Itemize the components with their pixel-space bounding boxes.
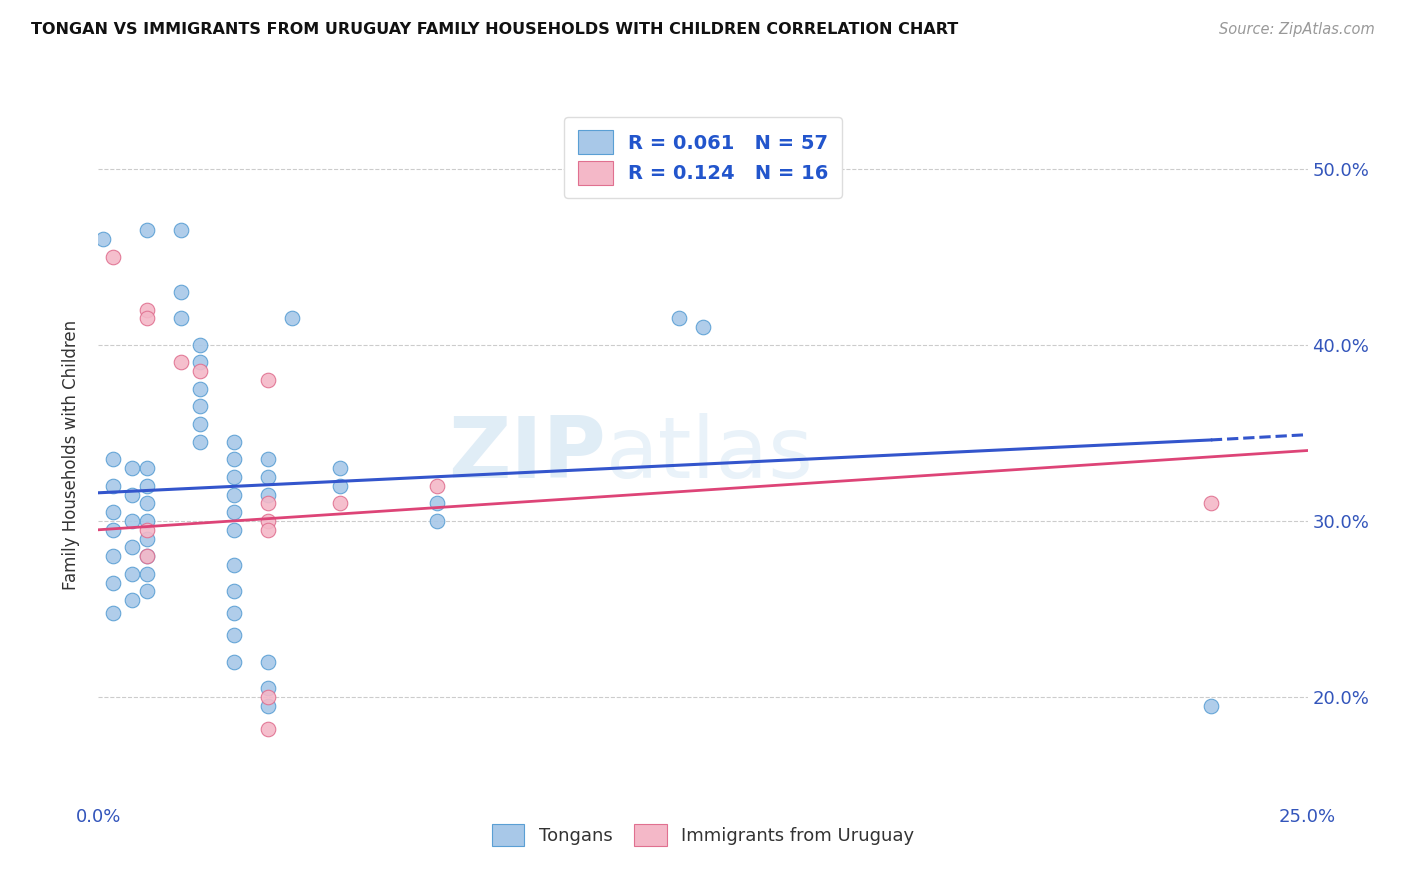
Point [135, 479, 157, 493]
Point [222, 505, 245, 519]
Point [121, 487, 143, 501]
Point [256, 514, 278, 528]
Point [101, 505, 124, 519]
Point [222, 470, 245, 484]
Point [188, 338, 211, 352]
Point [426, 514, 449, 528]
Point [256, 496, 278, 510]
Point [169, 223, 191, 237]
Point [222, 487, 245, 501]
Point [135, 523, 157, 537]
Point [426, 496, 449, 510]
Point [222, 558, 245, 572]
Point [121, 541, 143, 555]
Point [135, 549, 157, 564]
Point [135, 566, 157, 581]
Point [101, 549, 124, 564]
Point [121, 593, 143, 607]
Point [329, 461, 352, 475]
Legend: Tongans, Immigrants from Uruguay: Tongans, Immigrants from Uruguay [481, 813, 925, 856]
Point [222, 523, 245, 537]
Point [169, 311, 191, 326]
Point [101, 452, 124, 467]
Point [1199, 496, 1222, 510]
Point [135, 496, 157, 510]
Point [135, 223, 157, 237]
Point [135, 532, 157, 546]
Point [121, 514, 143, 528]
Point [222, 584, 245, 599]
Point [101, 606, 124, 620]
Point [135, 302, 157, 317]
Point [222, 452, 245, 467]
Point [101, 479, 124, 493]
Point [121, 566, 143, 581]
Point [188, 434, 211, 449]
Point [188, 382, 211, 396]
Point [256, 655, 278, 669]
Point [256, 722, 278, 736]
Point [169, 355, 191, 369]
Text: ZIP: ZIP [449, 413, 606, 497]
Point [329, 479, 352, 493]
Point [256, 681, 278, 696]
Y-axis label: Family Households with Children: Family Households with Children [62, 320, 80, 590]
Point [256, 373, 278, 387]
Point [135, 461, 157, 475]
Point [222, 434, 245, 449]
Point [121, 461, 143, 475]
Point [188, 417, 211, 431]
Point [188, 364, 211, 378]
Point [222, 628, 245, 642]
Point [256, 487, 278, 501]
Point [135, 514, 157, 528]
Text: atlas: atlas [606, 413, 814, 497]
Point [169, 285, 191, 299]
Point [692, 320, 714, 334]
Point [222, 655, 245, 669]
Point [101, 575, 124, 590]
Point [426, 479, 449, 493]
Point [101, 523, 124, 537]
Point [329, 496, 352, 510]
Point [1199, 698, 1222, 713]
Point [256, 698, 278, 713]
Point [188, 355, 211, 369]
Point [256, 523, 278, 537]
Point [101, 250, 124, 264]
Text: TONGAN VS IMMIGRANTS FROM URUGUAY FAMILY HOUSEHOLDS WITH CHILDREN CORRELATION CH: TONGAN VS IMMIGRANTS FROM URUGUAY FAMILY… [31, 22, 957, 37]
Point [188, 400, 211, 414]
Point [135, 311, 157, 326]
Point [91, 232, 114, 246]
Point [256, 452, 278, 467]
Point [281, 311, 304, 326]
Point [135, 549, 157, 564]
Point [135, 584, 157, 599]
Point [256, 690, 278, 705]
Text: Source: ZipAtlas.com: Source: ZipAtlas.com [1219, 22, 1375, 37]
Point [222, 606, 245, 620]
Point [668, 311, 690, 326]
Point [256, 470, 278, 484]
